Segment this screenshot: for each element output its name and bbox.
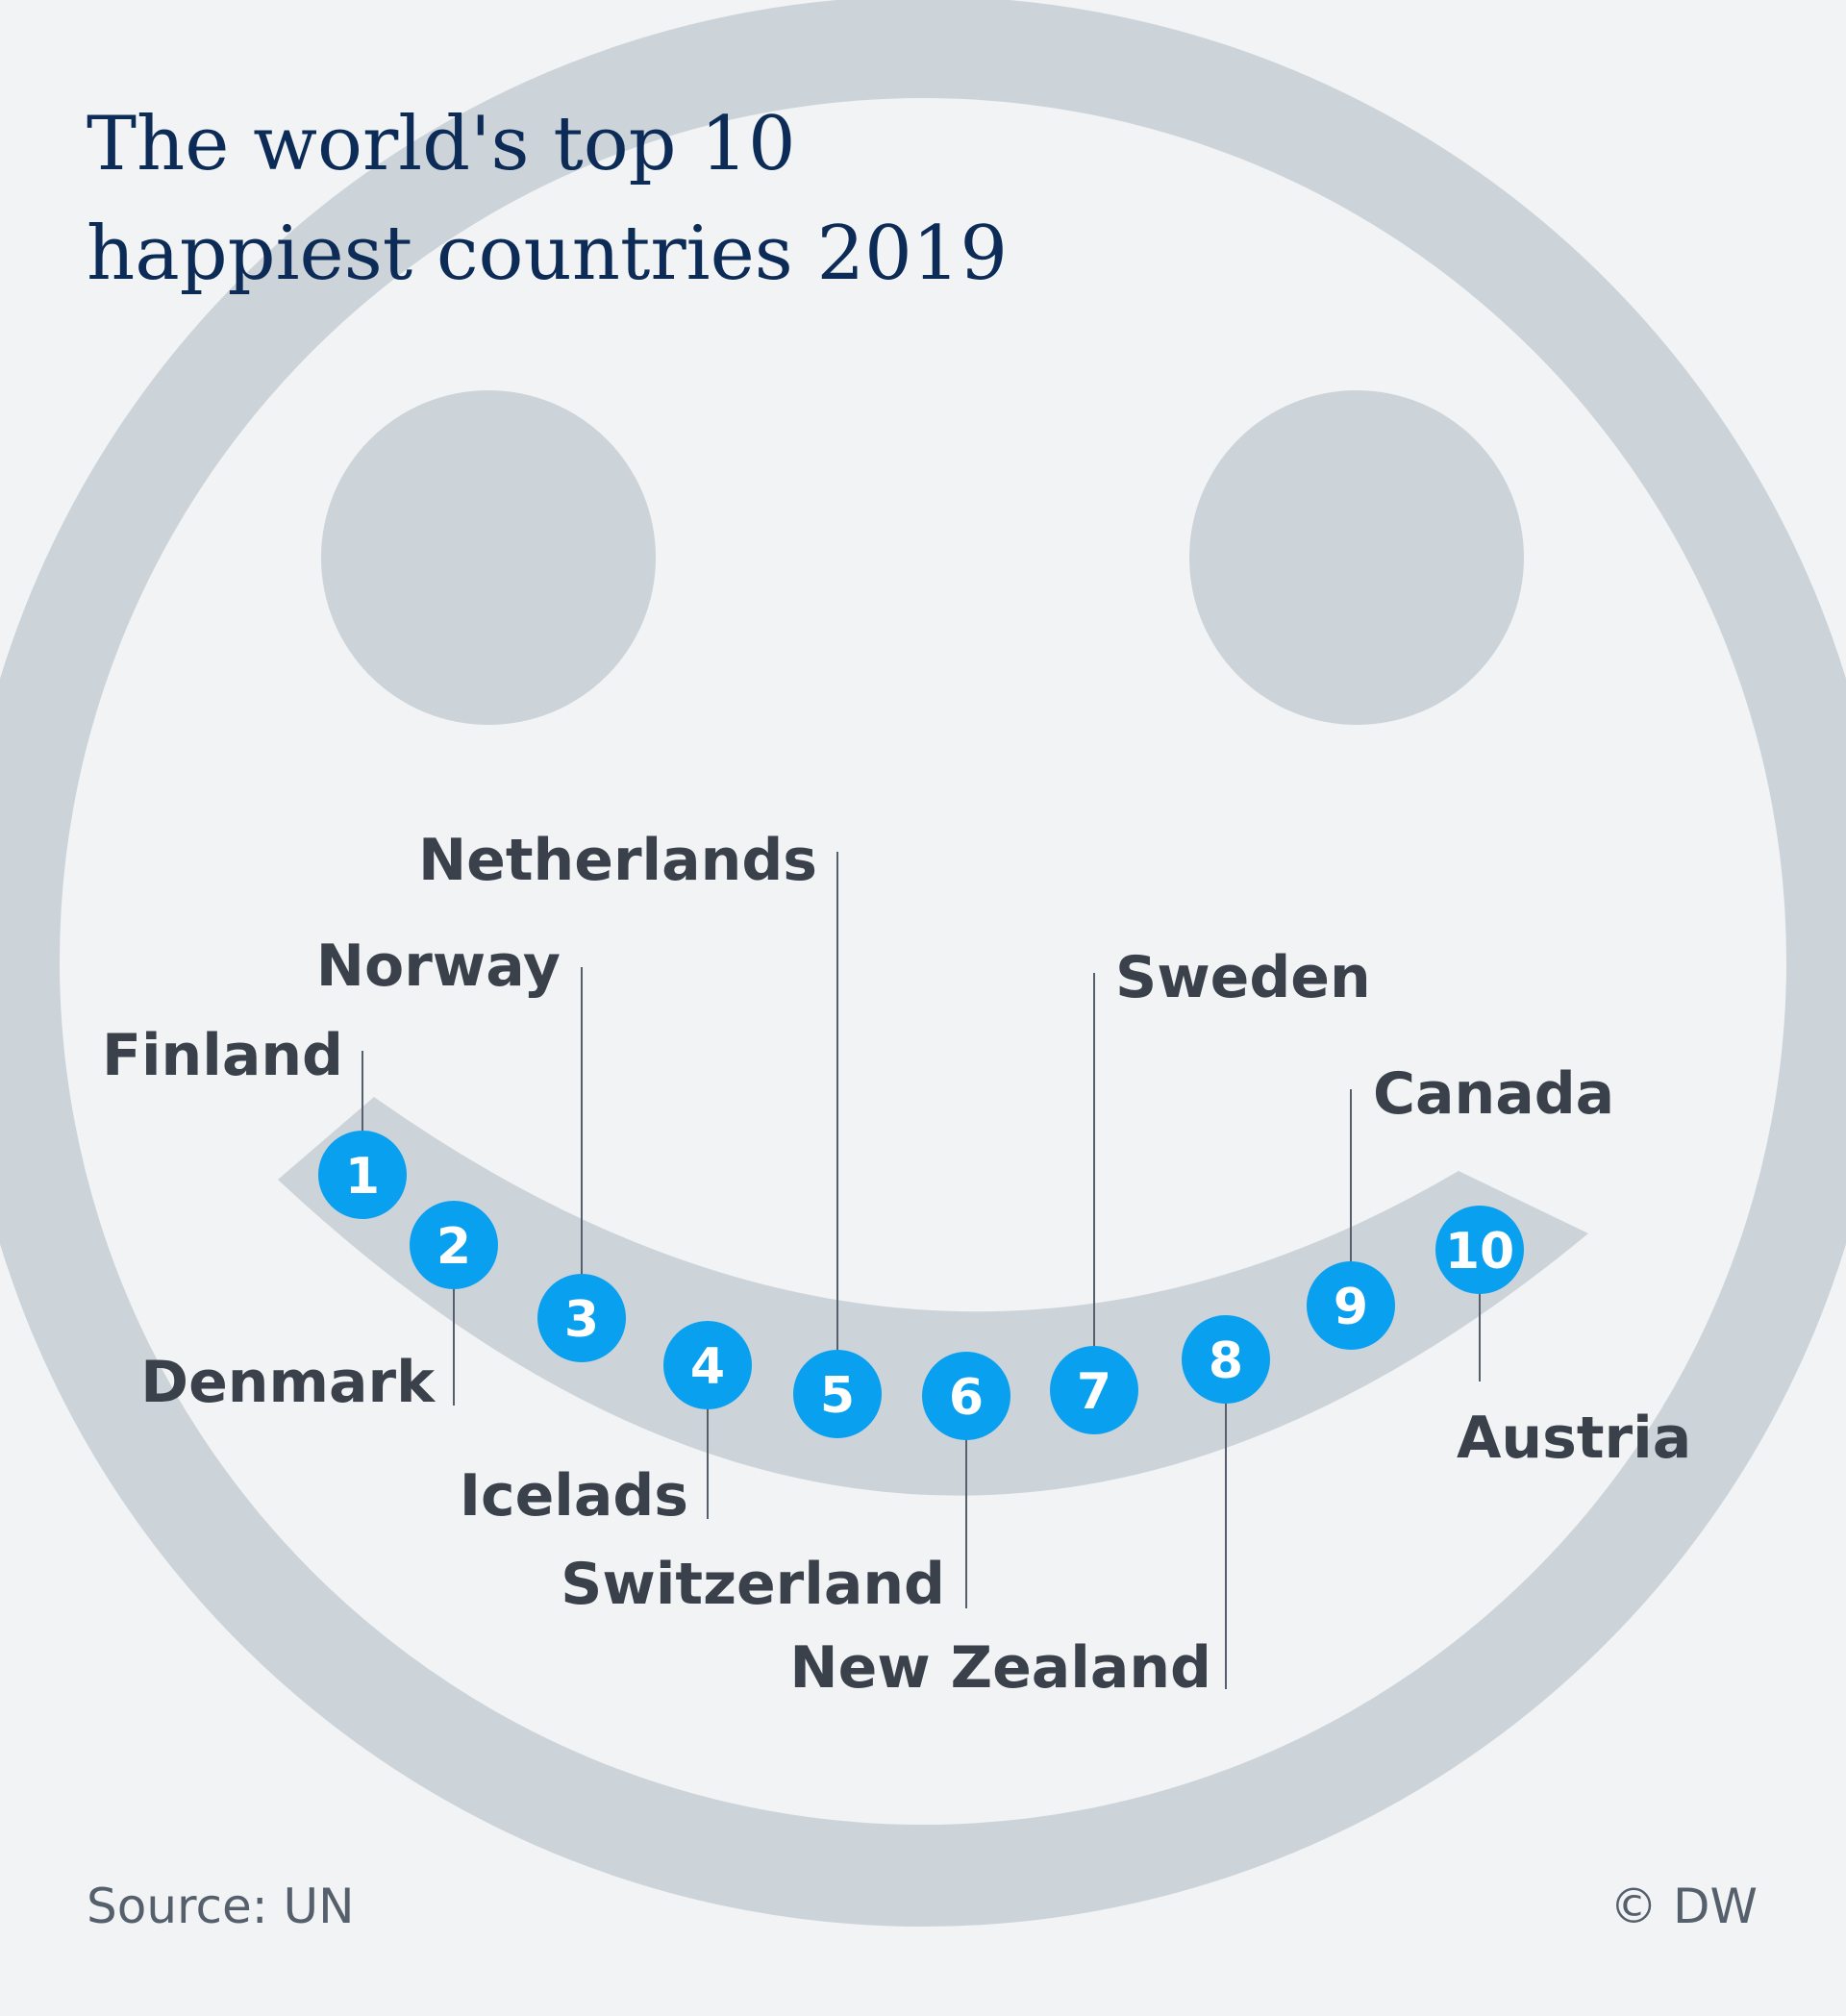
rank-number: 7 (1077, 1363, 1111, 1421)
country-label: Canada (1373, 1060, 1614, 1128)
country-label: Denmark (140, 1349, 437, 1416)
country-label: Netherlands (418, 827, 817, 894)
credit-note: © DW (1609, 1879, 1758, 1934)
country-label: Austria (1457, 1405, 1691, 1472)
country-label: Finland (102, 1022, 343, 1089)
country-label: Icelads (460, 1462, 688, 1530)
rank-marker (1050, 1346, 1138, 1434)
rank-number: 5 (820, 1367, 855, 1425)
country-labels: Finland Denmark Norway Icelads Netherlands Sw… (102, 827, 1691, 1702)
country-label: New Zealand (789, 1634, 1211, 1702)
rank-marker (537, 1274, 626, 1362)
right-eye (1189, 390, 1524, 725)
rank-number: 1 (345, 1148, 380, 1206)
country-label: Norway (316, 933, 561, 1000)
rank-number: 10 (1445, 1223, 1514, 1281)
rank-marker (1182, 1315, 1270, 1404)
rank-number: 6 (949, 1369, 984, 1427)
source-note: Source: UN (87, 1879, 354, 1934)
rank-marker (1307, 1261, 1395, 1350)
title-line-1: The world's top 10 (87, 101, 796, 187)
title-line-2: happiest countries 2019 (87, 211, 1008, 297)
rank-marker (318, 1131, 407, 1219)
country-label: Sweden (1115, 944, 1371, 1011)
country-label: Switzerland (561, 1551, 945, 1618)
rank-number: 2 (437, 1218, 471, 1276)
rank-number: 4 (690, 1338, 725, 1396)
face-outline (0, 0, 1846, 1927)
rank-marker (1435, 1206, 1524, 1294)
rank-markers: 12 3 4 5 6 7 8 9 10 (318, 1131, 1524, 1440)
rank-number: 3 (564, 1291, 599, 1349)
rank-marker (922, 1352, 1010, 1440)
left-eye (321, 390, 656, 725)
rank-marker (793, 1350, 882, 1438)
smile-band (278, 1097, 1588, 1496)
rank-number: 8 (1209, 1332, 1243, 1390)
rank-marker (410, 1201, 498, 1289)
rank-number: 9 (1334, 1279, 1368, 1336)
rank-marker (663, 1321, 752, 1409)
